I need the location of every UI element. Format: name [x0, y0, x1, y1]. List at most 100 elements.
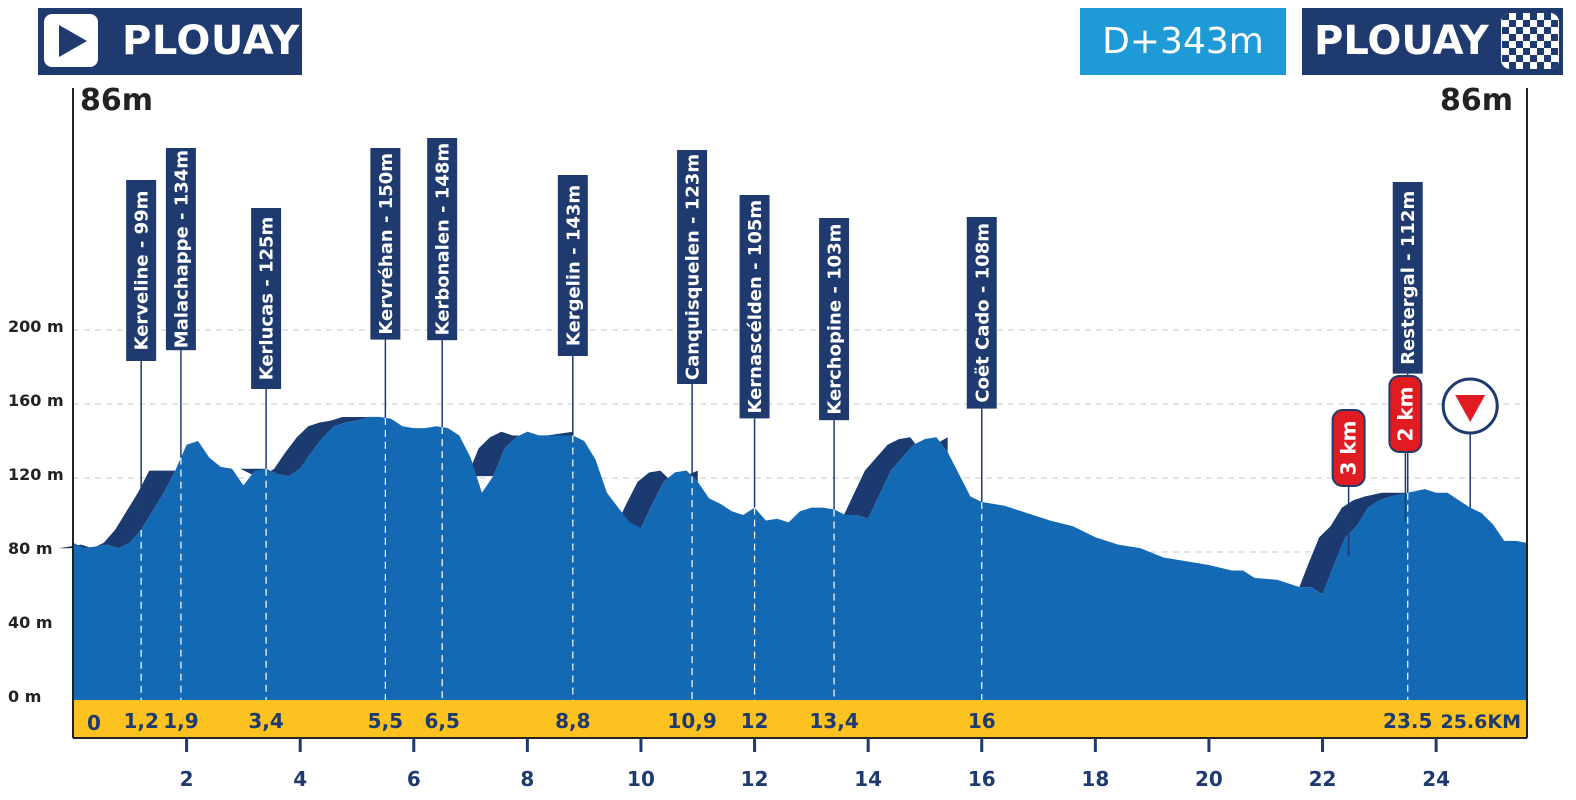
- checker-square: [1537, 62, 1544, 69]
- checker-square: [1530, 27, 1537, 34]
- poi-km-label: 8,8: [555, 709, 590, 733]
- checker-square: [1523, 62, 1530, 69]
- checker-square: [1516, 55, 1523, 62]
- poi-label: Kerlucas - 125m: [257, 217, 278, 381]
- checkered-flag-icon: [1497, 9, 1563, 73]
- poi-label-box: [165, 148, 196, 351]
- elevation-profile: [73, 416, 1527, 700]
- poi-km-label: 5,5: [368, 709, 403, 733]
- start-km-label: 0: [87, 711, 101, 735]
- poi-label-box: [677, 150, 708, 384]
- checker-square: [1502, 13, 1509, 20]
- poi-label: Kerbonalen - 148m: [433, 143, 454, 335]
- poi-label: Kernascélden - 105m: [745, 200, 766, 414]
- poi-label: Canquisquelen - 123m: [683, 154, 704, 380]
- poi-label: Restergal - 112m: [1398, 191, 1419, 365]
- checker-square: [1509, 34, 1516, 41]
- y-tick-label: 0 m: [8, 687, 41, 706]
- poi-label-box: [819, 218, 850, 421]
- poi-km-label: 6,5: [424, 709, 459, 733]
- finish-altitude: 86m: [1440, 83, 1514, 118]
- km-marker-label: 3 km: [1337, 420, 1361, 475]
- poi-label: Kerveline - 99m: [132, 191, 153, 351]
- start-town: PLOUAY: [122, 18, 300, 64]
- checker-square: [1551, 48, 1558, 55]
- x-tick-label: 6: [407, 767, 421, 791]
- y-tick-label: 120 m: [8, 465, 64, 484]
- poi-label-box: [739, 195, 770, 419]
- x-tick-label: 2: [180, 767, 194, 791]
- checker-square: [1537, 20, 1544, 27]
- x-tick-label: 12: [741, 767, 769, 791]
- climb-shadow: [240, 416, 386, 477]
- poi-km-label: 16: [968, 709, 996, 733]
- checker-square: [1537, 34, 1544, 41]
- poi-label: Kergelin - 143m: [563, 185, 584, 346]
- y-tick-label: 80 m: [8, 539, 53, 558]
- finish-km-label: 25.6KM: [1440, 711, 1521, 733]
- checker-square: [1502, 41, 1509, 48]
- checker-square: [1530, 41, 1537, 48]
- checker-square: [1551, 20, 1558, 27]
- checker-square: [1516, 27, 1523, 34]
- checker-square: [1516, 13, 1523, 20]
- poi-km-label: 1,9: [163, 709, 198, 733]
- climb-shadow: [1273, 492, 1408, 595]
- poi-label-box: [251, 208, 282, 389]
- start-altitude: 86m: [80, 83, 154, 118]
- x-tick-label: 10: [627, 767, 655, 791]
- x-tick-label: 14: [854, 767, 882, 791]
- checker-square: [1544, 27, 1551, 34]
- checker-square: [1523, 20, 1530, 27]
- checker-square: [1523, 48, 1530, 55]
- x-tick-label: 24: [1422, 767, 1450, 791]
- poi-label: Malachappe - 134m: [171, 150, 192, 348]
- play-icon: [39, 9, 103, 72]
- km-marker-label: 2 km: [1393, 386, 1417, 441]
- climb-shadow: [467, 431, 573, 477]
- checker-square: [1502, 27, 1509, 34]
- y-tick-label: 40 m: [8, 613, 53, 632]
- finish-banner: PLOUAY: [1302, 8, 1563, 75]
- triangle-down-icon: [1455, 395, 1486, 422]
- poi-label: Kerchopine - 103m: [825, 224, 846, 415]
- checker-square: [1502, 55, 1509, 62]
- x-tick-label: 16: [968, 767, 996, 791]
- poi-km-label: 10,9: [667, 709, 716, 733]
- poi-label-box: [370, 148, 401, 340]
- checker-square: [1551, 34, 1558, 41]
- finish-town: PLOUAY: [1314, 18, 1489, 64]
- checker-square: [1516, 41, 1523, 48]
- start-banner: PLOUAY: [38, 8, 302, 75]
- checker-square: [1544, 55, 1551, 62]
- x-tick-label: 18: [1081, 767, 1109, 791]
- poi-label-box: [1392, 182, 1423, 374]
- checker-square: [1544, 13, 1551, 20]
- checker-square: [1551, 62, 1558, 69]
- checker-square: [1523, 34, 1530, 41]
- checker-square: [1530, 55, 1537, 62]
- poi-km-label: 12: [741, 709, 769, 733]
- x-tick-label: 8: [520, 767, 534, 791]
- checker-square: [1509, 62, 1516, 69]
- climb-shadow: [614, 470, 698, 528]
- poi-label-box: [966, 217, 997, 409]
- km-marker-box: [1388, 375, 1423, 453]
- poi-km-label: 1,2: [123, 709, 158, 733]
- climb-shadow: [819, 437, 948, 519]
- poi-label: Kervréhan - 150m: [376, 153, 397, 335]
- poi-label-box: [427, 138, 458, 341]
- checker-square: [1509, 48, 1516, 55]
- x-tick-label: 20: [1195, 767, 1223, 791]
- checker-square: [1537, 48, 1544, 55]
- checker-square: [1509, 20, 1516, 27]
- checker-square: [1544, 41, 1551, 48]
- elevation-gain-badge: D+343m: [1080, 8, 1286, 75]
- x-tick-label: 22: [1309, 767, 1337, 791]
- x-tick-label: 4: [293, 767, 307, 791]
- poi-km-label: 13,4: [809, 709, 858, 733]
- climb-shadow: [58, 470, 176, 549]
- checker-square: [1530, 13, 1537, 20]
